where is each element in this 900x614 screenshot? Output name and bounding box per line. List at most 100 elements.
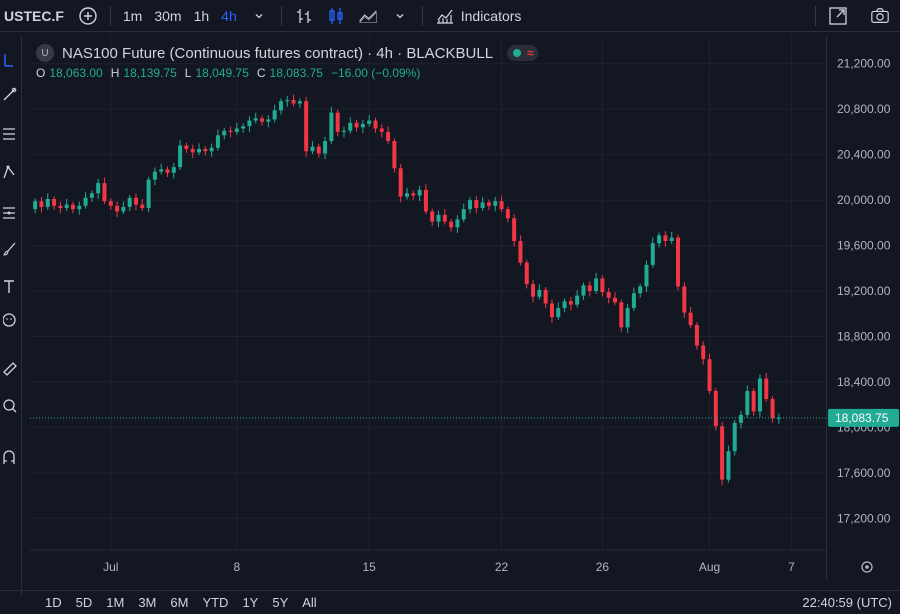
open-label: O (36, 66, 46, 80)
ruler-icon (3, 360, 17, 381)
market-status-badge[interactable]: ≈ (507, 45, 538, 61)
candle (178, 139, 183, 170)
trend-line-tool-button[interactable] (0, 86, 20, 106)
symbol-logo-badge: U (36, 44, 54, 62)
candle (676, 234, 681, 291)
candle-body (316, 146, 321, 154)
candle-body (423, 189, 428, 212)
interval-1m-button[interactable]: 1m (122, 7, 143, 24)
candle (468, 197, 473, 214)
candle (650, 237, 655, 268)
time-tick-label: 26 (596, 560, 610, 574)
cursor-tool-button[interactable] (0, 52, 20, 72)
interval-4h-button[interactable]: 4h (221, 7, 237, 24)
candle-body (197, 148, 202, 153)
current-price-label: 18,083.75 (835, 411, 889, 425)
range-1m-button[interactable]: 1M (106, 595, 125, 610)
fullscreen-button[interactable] (822, 0, 854, 32)
range-6m-button[interactable]: 6M (170, 595, 189, 610)
candle-body (234, 128, 239, 132)
candle-body (190, 148, 195, 153)
pattern-tool-button[interactable] (0, 164, 20, 184)
candle (58, 201, 63, 214)
interval-dropdown-button[interactable] (243, 0, 275, 32)
indicators-button[interactable]: Indicators (429, 0, 528, 32)
chart-legend: U NAS100 Future (Continuous futures cont… (36, 44, 538, 80)
range-1d-button[interactable]: 1D (45, 595, 62, 610)
candle-body (739, 414, 744, 423)
candle (159, 163, 164, 175)
change-value: −16.00 (−0.09%) (330, 66, 421, 80)
range-5y-button[interactable]: 5Y (272, 595, 289, 610)
candle (713, 388, 718, 431)
candle-body (278, 101, 283, 111)
chart-style-dropdown-button[interactable] (384, 0, 416, 32)
candle (480, 196, 485, 211)
price-axis[interactable]: 21,200.00 20,800.00 20,400.00 20,000.00 19,6… (826, 36, 900, 580)
candle (568, 297, 573, 311)
candle (707, 353, 712, 394)
candle-body (96, 183, 101, 194)
candle-body (619, 302, 624, 328)
candle (133, 193, 138, 211)
candle-body (707, 359, 712, 391)
candle-body (222, 130, 227, 136)
bottom-toolbar: 1D 5D 1M 3M 6M YTD 1Y 5Y All 22:40:59 (UTC) (0, 590, 900, 614)
legend-title[interactable]: NAS100 Future (Continuous futures contra… (62, 44, 494, 62)
emoji-tool-button[interactable] (0, 312, 20, 332)
area-style-button[interactable] (352, 0, 384, 32)
interval-30m-button[interactable]: 30m (154, 7, 182, 24)
time-tick-label: 22 (495, 560, 509, 574)
interval-1h-button[interactable]: 1h (193, 7, 210, 24)
candle-body (505, 209, 510, 219)
time-tick-label: Jul (103, 560, 118, 574)
chart-pane[interactable]: Jul 8 15 22 26 Aug 7 (30, 36, 826, 580)
measure-tool-button[interactable] (0, 360, 20, 380)
candle-body (392, 141, 397, 169)
magnet-tool-button[interactable] (0, 449, 20, 471)
candle (291, 94, 296, 107)
candle-body (474, 200, 479, 209)
fib-tool-button[interactable] (0, 126, 20, 146)
candle-body (367, 120, 372, 124)
forecast-tool-button[interactable] (0, 204, 20, 224)
bars-style-button[interactable] (288, 0, 320, 32)
range-3m-button[interactable]: 3M (138, 595, 157, 610)
range-all-button[interactable]: All (302, 595, 317, 610)
range-1y-button[interactable]: 1Y (242, 595, 259, 610)
snapshot-button[interactable] (864, 0, 896, 32)
candle (297, 98, 302, 108)
candle-body (449, 221, 454, 228)
candle (215, 129, 220, 151)
candle-body (121, 206, 126, 212)
price-tick-label: 17,200.00 (837, 511, 891, 525)
candle (329, 107, 334, 144)
candle (335, 109, 340, 137)
smiley-icon (2, 312, 17, 333)
price-tick-label: 20,400.00 (837, 148, 891, 162)
utc-clock[interactable]: 22:40:59 (UTC) (802, 595, 892, 610)
chart-settings-icon[interactable] (861, 561, 873, 573)
candle (423, 184, 428, 215)
candles-style-button[interactable] (320, 0, 352, 32)
magnet-icon (3, 449, 17, 471)
compare-symbol-button[interactable] (72, 0, 104, 32)
candlestick-chart[interactable]: Jul 8 15 22 26 Aug 7 (30, 36, 826, 580)
text-tool-button[interactable] (0, 278, 20, 298)
candle (171, 162, 176, 179)
symbol-search-button[interactable]: USTEC.F (4, 7, 64, 24)
zoom-tool-button[interactable] (0, 398, 20, 418)
candle-body (713, 391, 718, 427)
price-tick-label: 19,200.00 (837, 284, 891, 298)
candle (493, 197, 498, 212)
candle-body (272, 110, 277, 120)
fib-lines-icon (3, 126, 17, 147)
candle-body (575, 295, 580, 305)
candle (266, 115, 271, 128)
range-ytd-button[interactable]: YTD (202, 595, 229, 610)
candle (726, 445, 731, 483)
toolbar-divider (421, 5, 423, 26)
range-5d-button[interactable]: 5D (75, 595, 93, 610)
range-selector: 1D 5D 1M 3M 6M YTD 1Y 5Y All (0, 595, 324, 610)
brush-tool-button[interactable] (0, 241, 20, 261)
